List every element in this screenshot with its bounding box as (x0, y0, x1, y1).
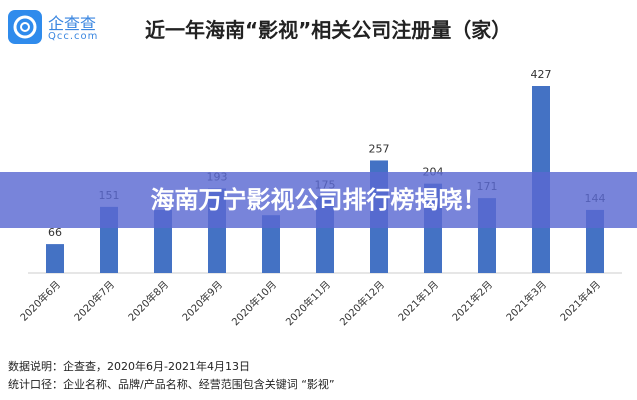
logo-name: 企查查 (48, 14, 97, 33)
headline-banner: 海南万宁影视公司排行榜揭晓！ (0, 172, 637, 228)
qcc-logo-icon (8, 10, 42, 44)
x-tick-label: 2020年6月 (17, 278, 63, 324)
logo-domain: Qcc.com (48, 31, 99, 42)
x-tick-label: 2020年9月 (179, 278, 225, 324)
footer-note-2: 统计口径：企业名称、品牌/产品名称、经营范围包含关键词 “影视” (8, 378, 335, 391)
x-tick-label: 2020年7月 (71, 278, 117, 324)
x-tick-label: 2021年4月 (557, 278, 603, 324)
x-tick-label: 2020年10月 (229, 278, 279, 328)
chart-title: 近一年海南“影视”相关公司注册量（家） (145, 18, 512, 42)
x-tick-label: 2020年12月 (337, 278, 387, 328)
data-label: 257 (369, 142, 390, 155)
bar (262, 215, 280, 273)
x-tick-label: 2020年11月 (283, 278, 333, 328)
data-label: 66 (48, 226, 62, 239)
footer-note-1: 数据说明：企查查，2020年6月-2021年4月13日 (8, 360, 250, 373)
x-tick-label: 2021年3月 (503, 278, 549, 324)
x-tick-label: 2021年2月 (449, 278, 495, 324)
x-tick-label: 2021年1月 (395, 278, 441, 324)
bar (46, 244, 64, 273)
data-label: 427 (531, 68, 552, 81)
x-tick-label: 2020年8月 (125, 278, 171, 324)
